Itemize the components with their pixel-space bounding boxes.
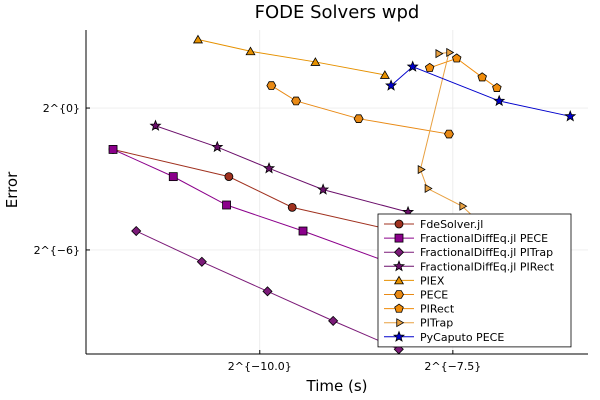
- legend-marker-0: [394, 219, 404, 229]
- series-1-point-0: [108, 145, 118, 154]
- legend-marker-2: [393, 247, 405, 258]
- series-7-point-1: [446, 47, 455, 58]
- legend-item-6: PIRect: [384, 303, 455, 316]
- series-2-point-1: [196, 256, 207, 267]
- chart-title: FODE Solvers wpd: [255, 2, 420, 23]
- legend-item-1: FractionalDiffEq.jl PECE: [384, 232, 548, 245]
- legend-label-5: PECE: [420, 289, 448, 302]
- series-7: [417, 47, 490, 231]
- x-tick-label-0: 2^{−10.0}: [228, 360, 292, 373]
- series-5: [266, 81, 454, 139]
- legend-marker-8: [392, 330, 406, 342]
- y-tick-label-0: 2^{0}: [43, 102, 80, 115]
- legend-marker-1: [394, 233, 404, 243]
- legend-label-6: PIRect: [420, 303, 455, 316]
- legend-item-0: FdeSolver.jl: [384, 218, 483, 231]
- series-6: [424, 53, 502, 92]
- series-0-point-1: [224, 172, 234, 182]
- series-8-point-3: [564, 109, 577, 122]
- series-6-point-3: [492, 82, 502, 92]
- series-7-point-2: [417, 164, 426, 175]
- series-1-point-1: [168, 172, 178, 182]
- series-5-point-3: [444, 129, 454, 139]
- legend-label-2: FractionalDiffEq.jl PITrap: [420, 246, 553, 259]
- series-3-point-3: [317, 183, 330, 195]
- series-4: [192, 34, 390, 79]
- y-axis-label: Error: [3, 171, 21, 208]
- ticks: 2^{−10.0} 2^{−7.5} 2^{0} 2^{−6}: [34, 102, 482, 373]
- series-7-point-0: [435, 49, 444, 59]
- series-4-point-2: [310, 57, 321, 66]
- series-7-point-4: [459, 201, 468, 211]
- legend-marker-6: [394, 303, 404, 313]
- legend-label-0: FdeSolver.jl: [420, 218, 483, 231]
- series-8: [385, 60, 577, 122]
- series-0-point-2: [287, 202, 297, 212]
- legend-label-7: PITrap: [420, 317, 453, 330]
- series-line-7: [419, 51, 485, 227]
- series-line-6: [429, 57, 498, 89]
- series-2-point-3: [328, 315, 339, 326]
- legend-item-4: PIEX: [384, 274, 445, 287]
- series-line-4: [197, 38, 385, 76]
- legend-label-3: FractionalDiffEq.jl PIRect: [420, 260, 555, 273]
- series-2-point-0: [131, 225, 142, 237]
- series-4-point-0: [192, 34, 204, 44]
- series-6-point-0: [424, 62, 435, 72]
- series-4-point-3: [379, 70, 390, 79]
- series-8-point-2: [493, 94, 506, 107]
- legend-marker-7: [396, 318, 405, 328]
- legend-marker-4: [393, 275, 405, 285]
- series-5-point-0: [266, 81, 277, 90]
- series-8-point-1: [406, 60, 419, 72]
- series-8-point-0: [385, 79, 398, 91]
- series-line-5: [271, 85, 450, 135]
- legend-item-8: PyCaputo PECE: [384, 330, 504, 344]
- x-axis-label: Time (s): [306, 377, 368, 395]
- series-line-3: [155, 125, 409, 213]
- axes: [85, 30, 588, 355]
- series-6-point-2: [477, 72, 487, 82]
- series-3-point-0: [149, 119, 162, 131]
- series-7-point-3: [424, 183, 433, 194]
- series-1-point-3: [298, 226, 308, 236]
- series-3-point-2: [263, 162, 276, 174]
- legend-marker-5: [394, 290, 404, 299]
- legend-item-5: PECE: [384, 289, 448, 302]
- legend-label-4: PIEX: [420, 274, 445, 287]
- legend-item-3: FractionalDiffEq.jl PIRect: [384, 259, 555, 273]
- series-5-point-1: [291, 96, 302, 106]
- series-4-point-1: [245, 46, 256, 56]
- legend-label-8: PyCaputo PECE: [420, 331, 504, 344]
- series-1-point-2: [222, 200, 231, 210]
- legend-label-1: FractionalDiffEq.jl PECE: [420, 232, 548, 245]
- x-tick-label-1: 2^{−7.5}: [424, 360, 481, 373]
- series-3-point-1: [211, 140, 224, 153]
- series-2-point-2: [262, 286, 273, 297]
- legend-marker-3: [392, 259, 406, 272]
- y-tick-label-1: 2^{−6}: [34, 244, 80, 257]
- series-5-point-2: [353, 114, 364, 123]
- series-line-8: [390, 66, 571, 117]
- legend-item-7: PITrap: [384, 317, 453, 330]
- series-2: [131, 225, 404, 355]
- legend-item-2: FractionalDiffEq.jl PITrap: [384, 246, 553, 259]
- series-6-point-1: [451, 53, 462, 63]
